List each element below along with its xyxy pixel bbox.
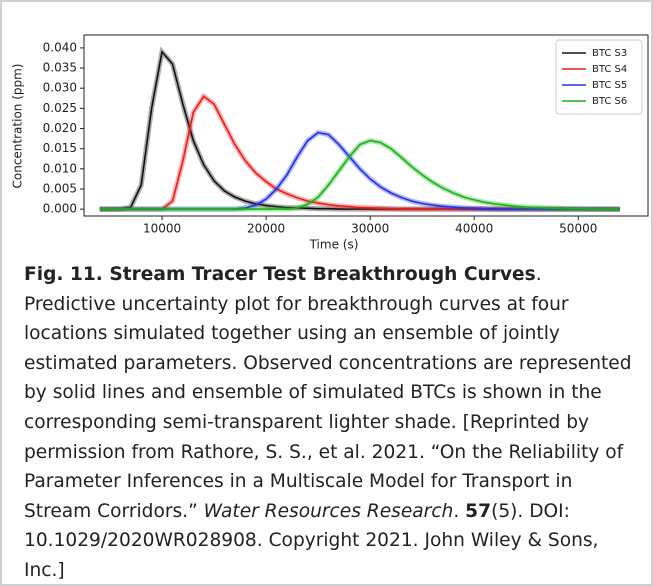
caption-text: . Predictive uncertainty plot for breakt…: [24, 264, 632, 522]
legend-label: BTC S3: [592, 48, 627, 59]
x-tick-label: 50000: [559, 222, 597, 236]
caption-text: 57: [465, 500, 492, 522]
y-tick-label: 0.035: [43, 61, 77, 75]
y-tick-label: 0.040: [43, 40, 77, 54]
y-axis-label: Concentration (ppm): [11, 64, 25, 189]
y-tick-label: 0.005: [43, 181, 77, 195]
series-line: [99, 139, 620, 210]
chart: Time (s) Concentration (ppm) 0.000 0.005 0…: [11, 34, 649, 252]
legend-label: BTC S4: [592, 64, 627, 75]
y-tick-label: 0.010: [43, 161, 77, 175]
y-tick-label: 0.000: [43, 202, 77, 216]
ensemble-band: [99, 92, 620, 212]
x-tick-label: 30000: [351, 222, 389, 236]
y-tick-label: 0.020: [43, 121, 77, 135]
y-tick-label: 0.015: [43, 141, 77, 155]
y-tick-label: 0.030: [43, 81, 77, 95]
legend-label: BTC S5: [592, 80, 627, 91]
series-line: [99, 95, 620, 210]
caption-text: Fig. 11. Stream Tracer Test Breakthrough…: [24, 264, 536, 285]
caption: Fig. 11. Stream Tracer Test Breakthrough…: [24, 260, 636, 586]
x-tick-label: 40000: [455, 222, 493, 236]
plot-frame: [83, 34, 649, 217]
caption-text: Water Resources Research: [203, 500, 454, 522]
caption-text: (5). DOI: 10.1029/2020WR028908. Copyrigh…: [24, 500, 599, 581]
caption-text: .: [453, 500, 466, 522]
y-tick-label: 0.025: [43, 101, 77, 115]
legend-label: BTC S6: [592, 96, 627, 107]
x-tick-label: 20000: [247, 222, 285, 236]
x-tick-label: 10000: [143, 222, 181, 236]
x-axis-label: Time (s): [309, 238, 359, 252]
legend-box: [555, 39, 643, 115]
